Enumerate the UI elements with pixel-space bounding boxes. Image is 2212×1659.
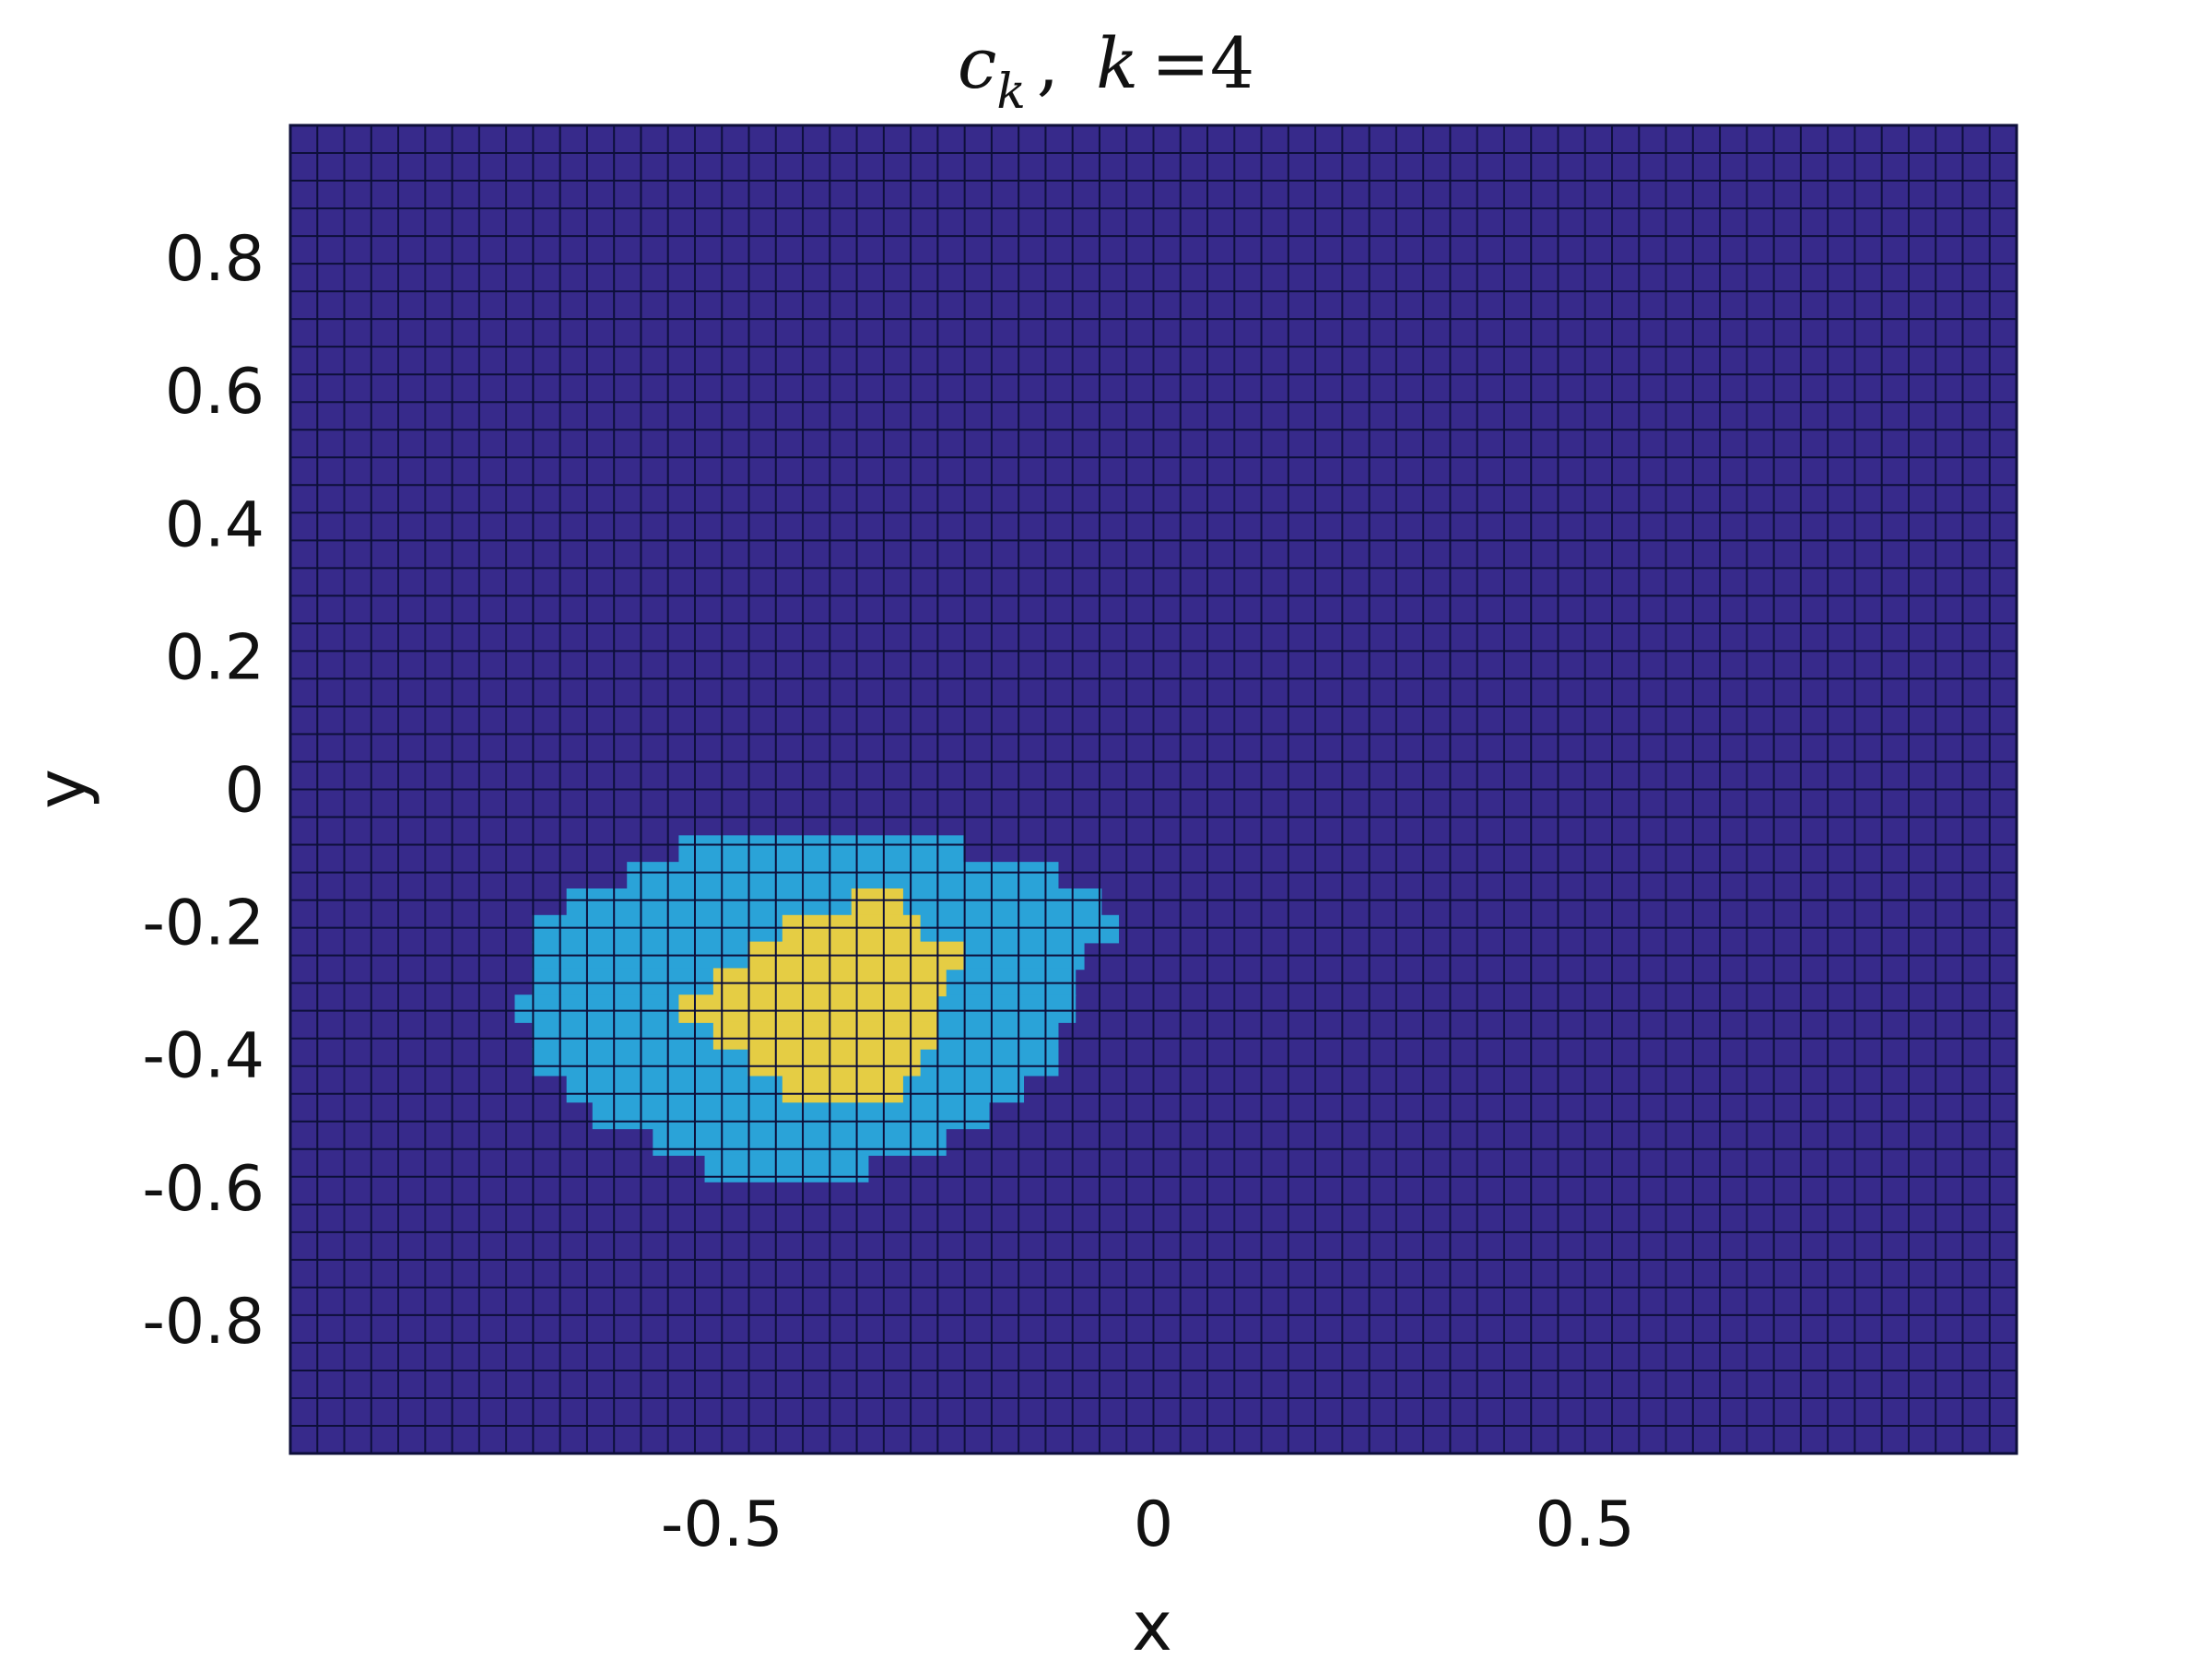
y-tick-label: 0.4 [165, 488, 265, 561]
region-row-outer [592, 1100, 990, 1130]
y-tick-label: 0.6 [165, 356, 265, 429]
region-row-outer [704, 1154, 869, 1182]
y-tick-label: 0 [225, 755, 265, 828]
y-tick-label: -0.6 [142, 1153, 265, 1226]
title-k: k [1096, 22, 1138, 104]
region-row-inner [678, 994, 938, 1023]
x-tick-label: 0 [1134, 1488, 1173, 1561]
y-axis-label: y [22, 769, 101, 809]
heatmap-area [288, 124, 2018, 1455]
title-equals: =4 [1151, 22, 1254, 104]
y-tick-label: -0.8 [142, 1286, 265, 1359]
chart-title: ck, k =4 [958, 22, 1254, 120]
x-tick-label: 0.5 [1535, 1488, 1635, 1561]
x-tick-label: -0.5 [661, 1488, 783, 1561]
x-axis-ticks: -0.5 0 0.5 [661, 1488, 1635, 1561]
region-row-inner [851, 888, 903, 917]
y-tick-label: 0.8 [165, 223, 265, 296]
region-row-inner [712, 1021, 938, 1050]
y-axis-ticks: 0.8 0.6 0.4 0.2 0 -0.2 -0.4 -0.6 -0.8 [142, 223, 265, 1359]
y-tick-label: -0.2 [142, 888, 265, 960]
region-row-outer [653, 1127, 947, 1156]
y-tick-label: 0.2 [165, 621, 265, 694]
region-row-outer [627, 862, 1059, 890]
x-axis-label: x [1132, 1587, 1172, 1659]
y-tick-label: -0.4 [142, 1020, 265, 1093]
region-row-inner [747, 1047, 921, 1077]
regions-layer [514, 835, 1120, 1182]
title-subscript: k [996, 65, 1026, 120]
cell-grid [290, 125, 2017, 1453]
region-row-outer [566, 888, 1102, 917]
region-row-outer [678, 835, 964, 864]
region-row-inner [782, 914, 921, 944]
plot-frame [288, 124, 2018, 1455]
title-comma: , [1037, 22, 1059, 104]
region-row-inner [782, 1074, 903, 1103]
title-c: c [958, 22, 997, 104]
